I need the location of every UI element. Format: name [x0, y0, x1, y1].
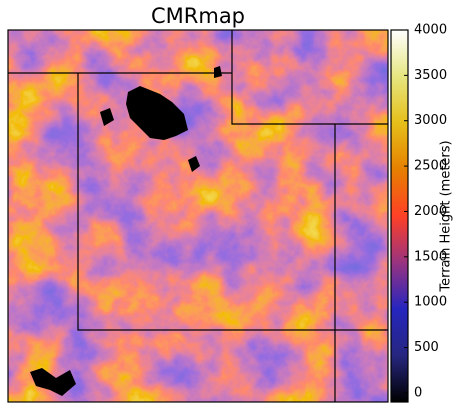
colorbar-tick-label: 3500: [414, 68, 447, 83]
state-borders: [8, 30, 388, 402]
lake-mead: [30, 368, 76, 396]
terrain-raster: [8, 30, 388, 402]
map-frame: [7, 29, 389, 403]
lake: [214, 66, 222, 78]
colorbar-tick-label: 500: [414, 340, 439, 355]
colorbar-frame: [390, 29, 409, 403]
colorbar-tick-label: 3000: [414, 113, 447, 128]
colorbar: [390, 29, 409, 403]
colorbar-tick-label: 4000: [414, 23, 447, 38]
lake: [100, 108, 114, 126]
colorbar-tick-label: 1000: [414, 295, 447, 310]
colorbar-tick-label: 0: [414, 385, 422, 400]
colorbar-tick-label: 2500: [414, 159, 447, 174]
lake: [188, 156, 200, 172]
colorbar-label: Terrain Height (meters): [439, 140, 454, 292]
great-salt-lake: [126, 86, 188, 140]
colorbar-tick-label: 1500: [414, 249, 447, 264]
colorbar-tick-label: 2000: [414, 204, 447, 219]
terrain-map: [7, 29, 389, 403]
map-title: CMRmap: [151, 4, 245, 28]
colorbar-fill: [391, 30, 408, 402]
